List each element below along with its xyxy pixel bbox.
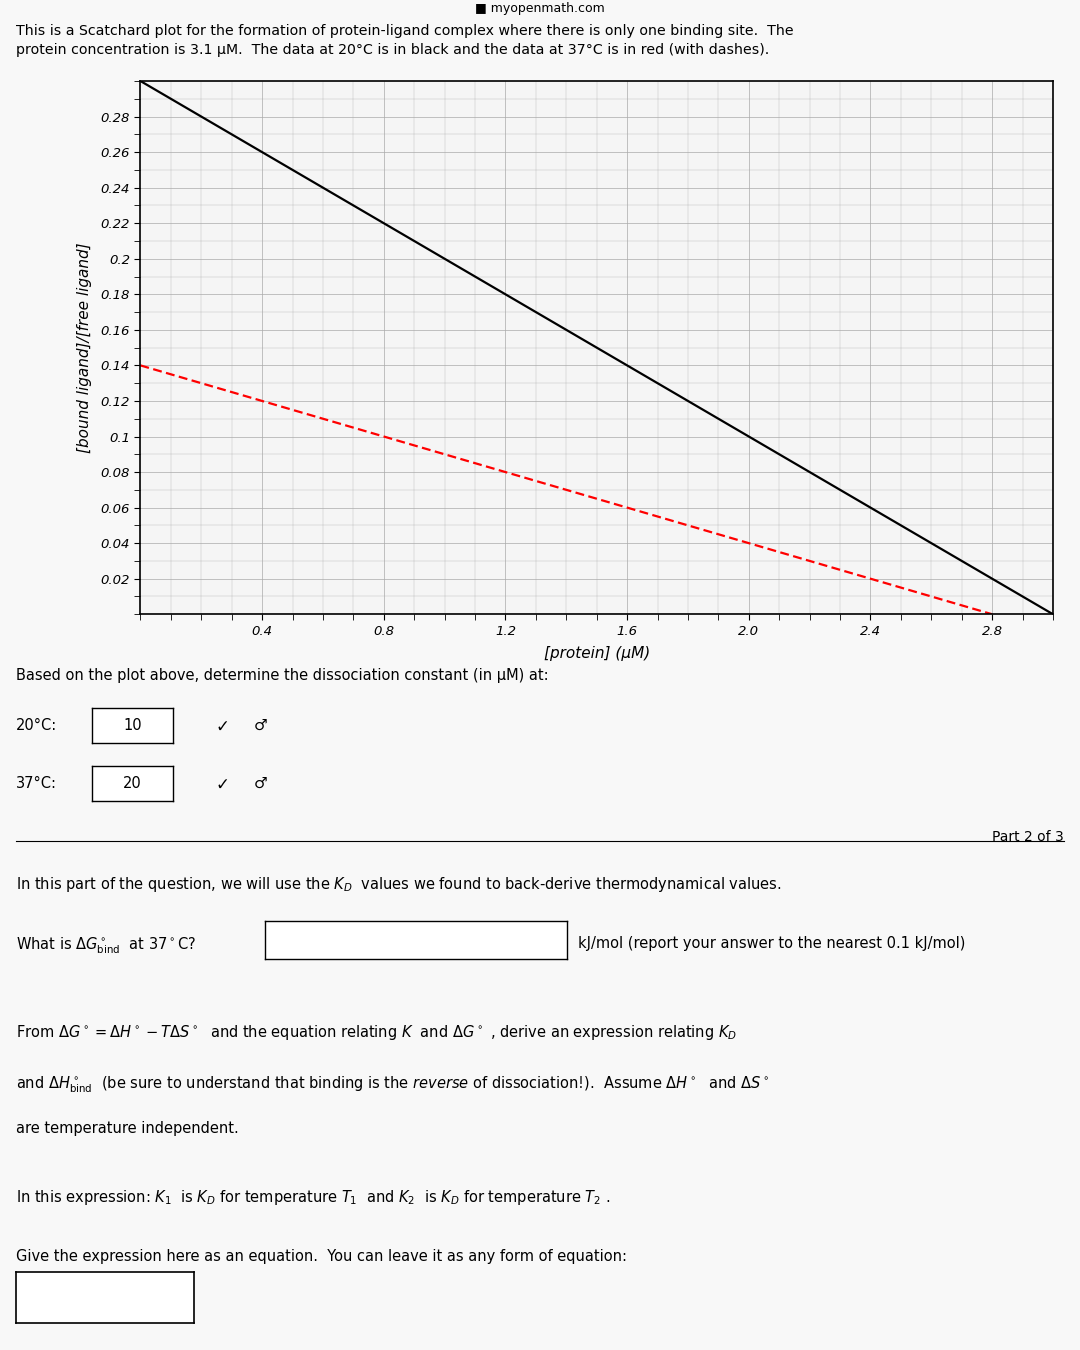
Text: This is a Scatchard plot for the formation of protein-ligand complex where there: This is a Scatchard plot for the formati…: [16, 24, 794, 38]
Text: ✓: ✓: [216, 776, 230, 794]
Text: ♂: ♂: [254, 776, 268, 791]
X-axis label: [protein] (μM): [protein] (μM): [543, 647, 650, 662]
Text: are temperature independent.: are temperature independent.: [16, 1120, 239, 1135]
Text: In this expression: $K_1$  is $K_D$ for temperature $T_1$  and $K_2$  is $K_D$ f: In this expression: $K_1$ is $K_D$ for t…: [16, 1188, 610, 1207]
Text: 20°C:: 20°C:: [16, 718, 57, 733]
Text: Based on the plot above, determine the dissociation constant (in μM) at:: Based on the plot above, determine the d…: [16, 668, 549, 683]
Text: ✓: ✓: [216, 718, 230, 736]
Text: and $\Delta H^\circ_{\rm bind}$  (be sure to understand that binding is the $\it: and $\Delta H^\circ_{\rm bind}$ (be sure…: [16, 1075, 770, 1095]
Text: protein concentration is 3.1 μM.  The data at 20°C is in black and the data at 3: protein concentration is 3.1 μM. The dat…: [16, 43, 769, 57]
Text: 20: 20: [123, 776, 141, 791]
Text: 10: 10: [123, 718, 141, 733]
Text: kJ/mol (report your answer to the nearest 0.1 kJ/mol): kJ/mol (report your answer to the neares…: [578, 936, 966, 950]
Text: ■ myopenmath.com: ■ myopenmath.com: [475, 1, 605, 15]
Text: Give the expression here as an equation.  You can leave it as any form of equati: Give the expression here as an equation.…: [16, 1249, 627, 1264]
Text: 37°C:: 37°C:: [16, 776, 57, 791]
Y-axis label: [bound ligand]/[free ligand]: [bound ligand]/[free ligand]: [78, 242, 92, 454]
Text: ♂: ♂: [254, 718, 268, 733]
Text: In this part of the question, we will use the $K_D$  values we found to back-der: In this part of the question, we will us…: [16, 875, 782, 894]
Text: What is $\Delta G^\circ_{\rm bind}$  at 37$^\circ$C?: What is $\Delta G^\circ_{\rm bind}$ at 3…: [16, 936, 197, 956]
Text: Part 2 of 3: Part 2 of 3: [993, 830, 1064, 844]
Text: From $\Delta G^\circ = \Delta H^\circ - T\Delta S^\circ$  and the equation relat: From $\Delta G^\circ = \Delta H^\circ - …: [16, 1023, 738, 1042]
